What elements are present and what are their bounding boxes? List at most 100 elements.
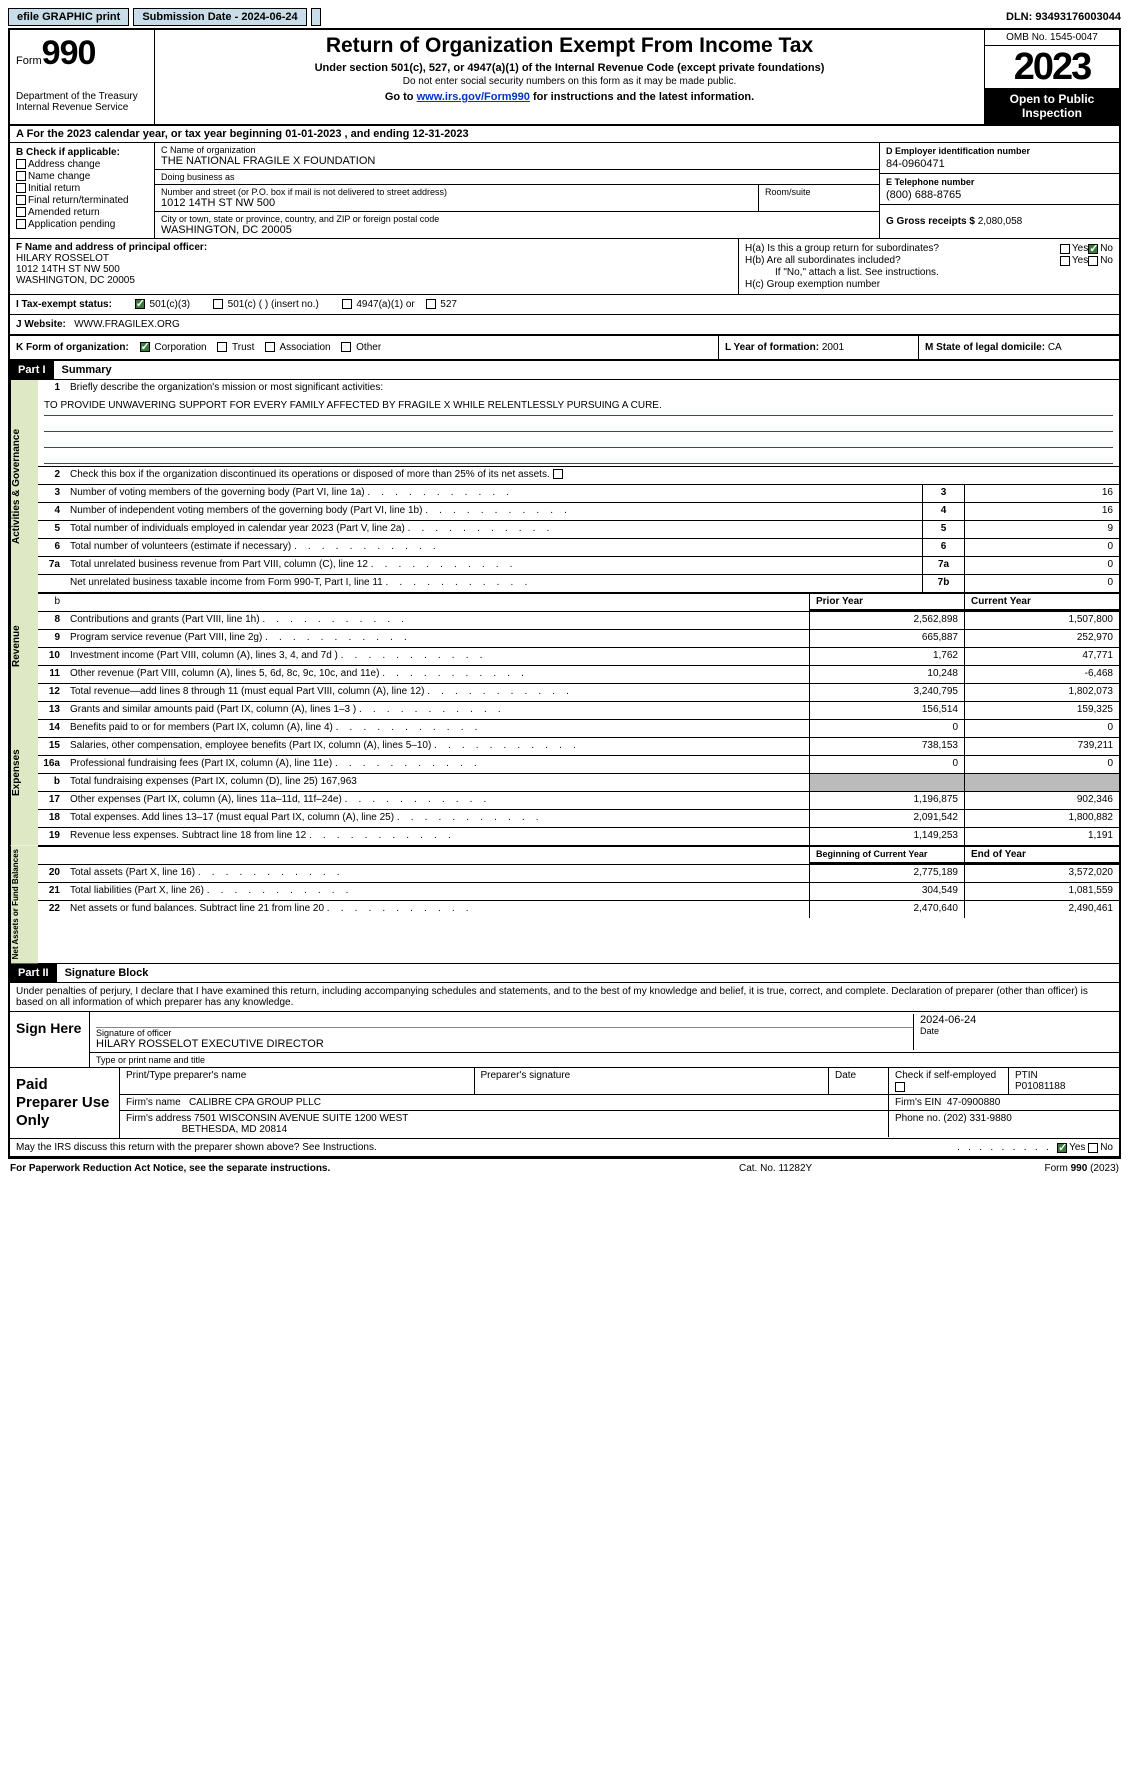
summary-row: 19Revenue less expenses. Subtract line 1…	[38, 827, 1119, 845]
summary-row: 5Total number of individuals employed in…	[38, 520, 1119, 538]
form-outer: Form990 Department of the Treasury Inter…	[8, 28, 1121, 1159]
summary-row: 6Total number of volunteers (estimate if…	[38, 538, 1119, 556]
summary-row: 3Number of voting members of the governi…	[38, 484, 1119, 502]
efile-btn[interactable]: efile GRAPHIC print	[8, 8, 129, 26]
top-bar: efile GRAPHIC print Submission Date - 20…	[8, 8, 1121, 26]
section-revenue: Revenue b Prior Year Current Year 8Contr…	[10, 592, 1119, 701]
row-j: J Website: WWW.FRAGILEX.ORG	[10, 315, 1119, 335]
summary-row: Net unrelated business taxable income fr…	[38, 574, 1119, 592]
firm-phone: (202) 331-9880	[943, 1113, 1011, 1124]
col-current-year: Current Year	[964, 594, 1119, 611]
org-city: WASHINGTON, DC 20005	[161, 224, 873, 236]
summary-row: 22Net assets or fund balances. Subtract …	[38, 900, 1119, 918]
summary-row: 12Total revenue—add lines 8 through 11 (…	[38, 683, 1119, 701]
summary-row: 4Number of independent voting members of…	[38, 502, 1119, 520]
officer-signature: HILARY ROSSELOT EXECUTIVE DIRECTOR	[96, 1038, 913, 1050]
cb-discuss-yes[interactable]	[1057, 1143, 1067, 1153]
box-f: F Name and address of principal officer:…	[10, 239, 739, 294]
cb-ha-no[interactable]	[1088, 244, 1098, 254]
submission-date: Submission Date - 2024-06-24	[133, 8, 306, 26]
box-l: L Year of formation: 2001	[719, 336, 919, 359]
summary-row: 16aProfessional fundraising fees (Part I…	[38, 755, 1119, 773]
header-right: OMB No. 1545-0047 2023 Open to Public In…	[984, 30, 1119, 124]
box-b: B Check if applicable: Address change Na…	[10, 143, 155, 238]
summary-row: 10Investment income (Part VIII, column (…	[38, 647, 1119, 665]
row-klm: K Form of organization: Corporation Trus…	[10, 335, 1119, 361]
ptin: P01081188	[1015, 1081, 1113, 1092]
cb-discuss-no[interactable]	[1088, 1143, 1098, 1153]
cb-application[interactable]	[16, 219, 26, 229]
cb-527[interactable]	[426, 299, 436, 309]
summary-row: 9Program service revenue (Part VIII, lin…	[38, 629, 1119, 647]
cb-501c3[interactable]	[135, 299, 145, 309]
box-d: D Employer identification number 84-0960…	[879, 143, 1119, 238]
cb-assoc[interactable]	[265, 342, 275, 352]
cb-trust[interactable]	[217, 342, 227, 352]
cb-initial-return[interactable]	[16, 183, 26, 193]
summary-row: 7aTotal unrelated business revenue from …	[38, 556, 1119, 574]
summary-row: 15Salaries, other compensation, employee…	[38, 737, 1119, 755]
cb-corp[interactable]	[140, 342, 150, 352]
cb-self-employed[interactable]	[895, 1082, 905, 1092]
sign-here-row: Sign Here Signature of officer HILARY RO…	[10, 1012, 1119, 1068]
page-footer: For Paperwork Reduction Act Notice, see …	[8, 1159, 1121, 1178]
gross-receipts: 2,080,058	[978, 216, 1023, 227]
header-block: B Check if applicable: Address change Na…	[10, 143, 1119, 239]
cb-4947[interactable]	[342, 299, 352, 309]
website: WWW.FRAGILEX.ORG	[74, 319, 180, 330]
open-inspection: Open to Public Inspection	[985, 88, 1119, 124]
col-prior-year: Prior Year	[809, 594, 964, 611]
telephone: (800) 688-8765	[886, 189, 1113, 201]
mission-text: TO PROVIDE UNWAVERING SUPPORT FOR EVERY …	[38, 398, 1119, 466]
omb-no: OMB No. 1545-0047	[985, 30, 1119, 46]
org-street: 1012 14TH ST NW 500	[161, 197, 752, 209]
form-header: Form990 Department of the Treasury Inter…	[10, 30, 1119, 126]
cb-hb-no[interactable]	[1088, 256, 1098, 266]
cb-hb-yes[interactable]	[1060, 256, 1070, 266]
summary-row: bTotal fundraising expenses (Part IX, co…	[38, 773, 1119, 791]
summary-row: 14Benefits paid to or for members (Part …	[38, 719, 1119, 737]
summary-row: 21Total liabilities (Part X, line 26)304…	[38, 882, 1119, 900]
firm-name: CALIBRE CPA GROUP PLLC	[189, 1097, 321, 1108]
irs-discuss-row: May the IRS discuss this return with the…	[10, 1139, 1119, 1157]
cb-final-return[interactable]	[16, 195, 26, 205]
cb-discontinued[interactable]	[553, 469, 563, 479]
summary-row: 13Grants and similar amounts paid (Part …	[38, 701, 1119, 719]
cb-name-change[interactable]	[16, 171, 26, 181]
form990-link[interactable]: www.irs.gov/Form990	[417, 91, 530, 103]
section-governance: Activities & Governance 1 Briefly descri…	[10, 380, 1119, 592]
summary-row: 11Other revenue (Part VIII, column (A), …	[38, 665, 1119, 683]
cb-ha-yes[interactable]	[1060, 244, 1070, 254]
part1-header: Part I Summary	[10, 361, 1119, 380]
part2-header: Part II Signature Block	[10, 964, 1119, 983]
summary-row: 18Total expenses. Add lines 13–17 (must …	[38, 809, 1119, 827]
box-c: C Name of organization THE NATIONAL FRAG…	[155, 143, 879, 238]
tax-year: 2023	[985, 46, 1119, 88]
summary-row: 20Total assets (Part X, line 16)2,775,18…	[38, 864, 1119, 882]
box-h: H(a) Is this a group return for subordin…	[739, 239, 1119, 294]
firm-ein: 47-0900880	[947, 1097, 1000, 1108]
header-center: Return of Organization Exempt From Incom…	[155, 30, 984, 124]
paid-preparer-row: Paid Preparer Use Only Print/Type prepar…	[10, 1068, 1119, 1139]
cb-other[interactable]	[341, 342, 351, 352]
header-left: Form990 Department of the Treasury Inter…	[10, 30, 155, 124]
spacer	[311, 8, 321, 26]
box-m: M State of legal domicile: CA	[919, 336, 1119, 359]
summary-row: 8Contributions and grants (Part VIII, li…	[38, 611, 1119, 629]
dln: DLN: 93493176003044	[1006, 11, 1121, 23]
cb-address-change[interactable]	[16, 159, 26, 169]
perjury-statement: Under penalties of perjury, I declare th…	[10, 983, 1119, 1012]
cb-501c[interactable]	[213, 299, 223, 309]
section-expenses: Expenses 13Grants and similar amounts pa…	[10, 701, 1119, 845]
row-i: I Tax-exempt status: 501(c)(3) 501(c) ( …	[10, 295, 1119, 315]
officer-name: HILARY ROSSELOT	[16, 253, 732, 264]
ein: 84-0960471	[886, 158, 1113, 170]
row-a-tax-year: A For the 2023 calendar year, or tax yea…	[10, 126, 1119, 143]
box-k: K Form of organization: Corporation Trus…	[10, 336, 719, 359]
form-title: Return of Organization Exempt From Incom…	[159, 34, 980, 58]
section-net-assets: Net Assets or Fund Balances Beginning of…	[10, 845, 1119, 964]
row-fh: F Name and address of principal officer:…	[10, 239, 1119, 295]
summary-row: 17Other expenses (Part IX, column (A), l…	[38, 791, 1119, 809]
org-name: THE NATIONAL FRAGILE X FOUNDATION	[161, 155, 873, 167]
cb-amended[interactable]	[16, 207, 26, 217]
